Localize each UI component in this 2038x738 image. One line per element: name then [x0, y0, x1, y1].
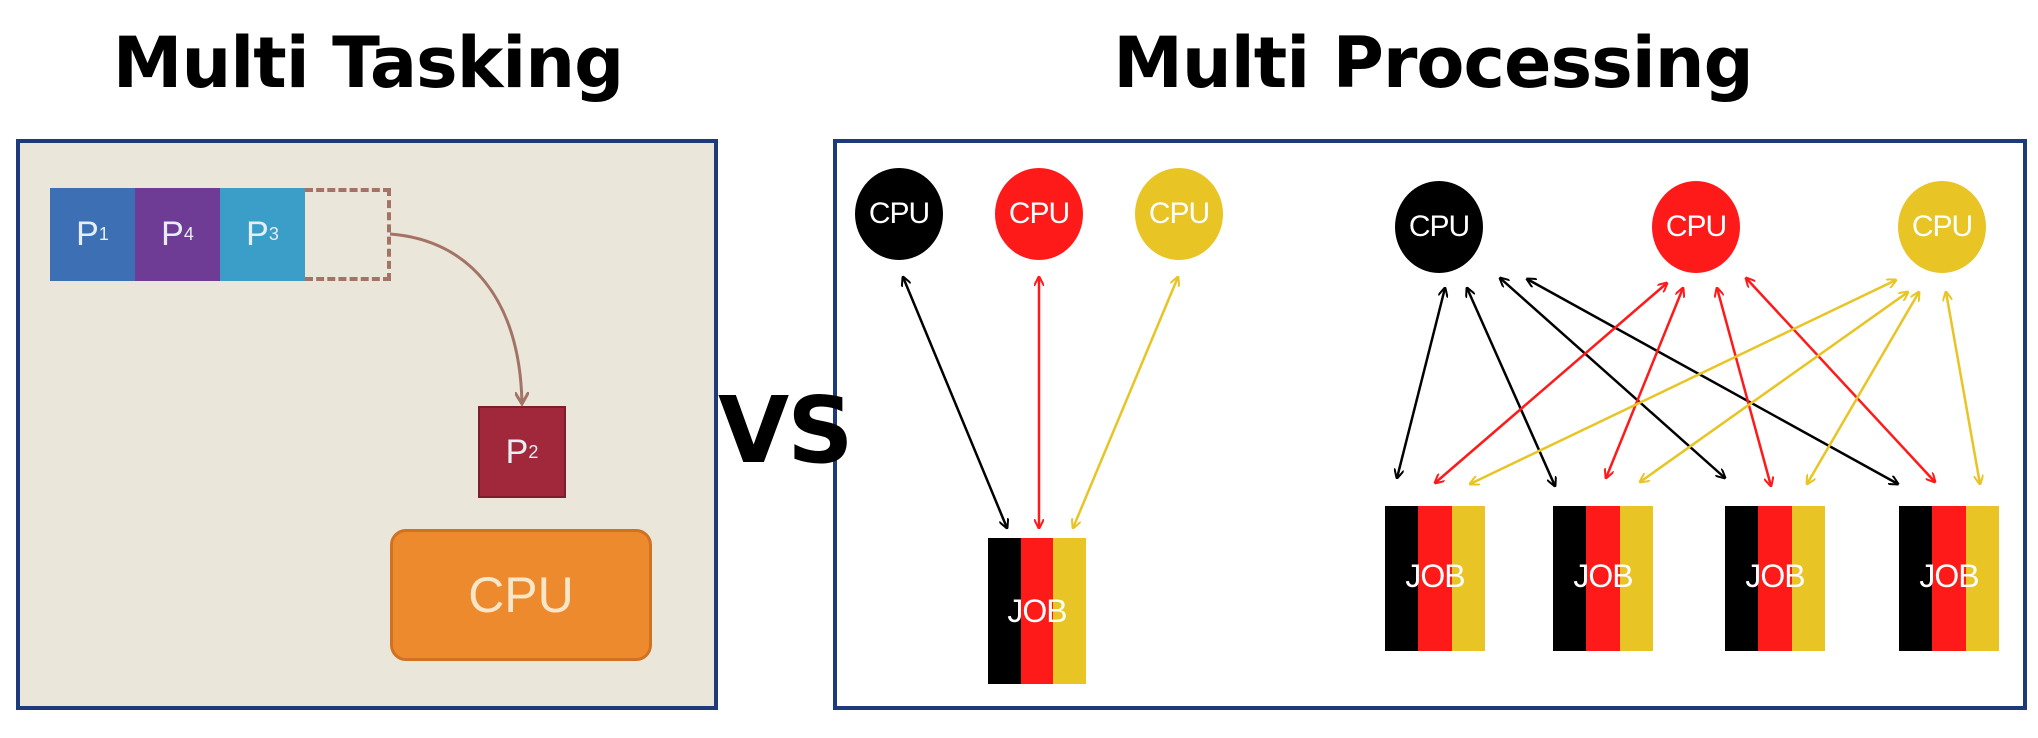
job-stripe — [1758, 506, 1792, 651]
cpu-job-arrow-black — [1397, 288, 1445, 478]
cpu-job-arrow-red — [1435, 283, 1667, 483]
process-name: P — [161, 215, 184, 253]
cpu-box: CPU — [390, 529, 652, 661]
job-label: JOB — [1573, 558, 1633, 594]
job-stripe — [1725, 506, 1759, 651]
vs-label: VS — [718, 377, 853, 484]
cpu-circle-yellow: CPU — [1135, 168, 1223, 260]
job-stripe — [1965, 506, 1999, 651]
job-block: JOB — [1725, 506, 1825, 651]
process-index: 1 — [98, 224, 109, 244]
job-stripe — [1619, 506, 1653, 651]
cpu-job-arrow-yellow — [1807, 292, 1919, 484]
job-stripe — [1418, 506, 1452, 651]
cpu-job-arrow-yellow — [1073, 277, 1178, 528]
job-stripe — [1899, 506, 1933, 651]
process-name: P — [505, 432, 529, 471]
process-name: P — [246, 215, 269, 253]
cpu-circle-yellow: CPU — [1898, 181, 1986, 273]
cpu-job-arrow-yellow — [1640, 292, 1908, 482]
empty-queue-slot — [305, 188, 391, 281]
cpu-circle-red: CPU — [995, 168, 1083, 260]
schedule-arrow — [389, 232, 522, 404]
cpu-job-arrow-black — [903, 277, 1007, 528]
job-block: JOB — [1553, 506, 1653, 651]
job-label: JOB — [1405, 558, 1465, 594]
job-block: JOB — [988, 538, 1087, 684]
job-label: JOB — [1919, 558, 1979, 594]
job-block: JOB — [1899, 506, 1999, 651]
process-index: 3 — [268, 224, 279, 244]
job-stripe — [1553, 506, 1587, 651]
job-label: JOB — [1007, 593, 1067, 629]
process-name: P — [76, 215, 99, 253]
process-index: 2 — [528, 441, 539, 462]
job-stripe — [1020, 538, 1054, 684]
job-stripe — [988, 538, 1021, 684]
cpu-circle-black: CPU — [1395, 181, 1483, 273]
cpu-circle-black: CPU — [855, 168, 943, 260]
cpu-job-arrow-yellow — [1470, 280, 1896, 484]
job-stripe — [1451, 506, 1485, 651]
cpu-circle-red: CPU — [1652, 181, 1740, 273]
multi-processing-title: Multi Processing — [1113, 22, 1753, 104]
cpu-job-arrow-red — [1717, 288, 1771, 486]
job-stripe — [1586, 506, 1620, 651]
job-label: JOB — [1745, 558, 1805, 594]
job-stripe — [1932, 506, 1966, 651]
job-stripe — [1791, 506, 1825, 651]
job-stripe — [1385, 506, 1419, 651]
job-block: JOB — [1385, 506, 1485, 651]
process-index: 4 — [183, 224, 194, 244]
multi-tasking-title: Multi Tasking — [112, 22, 624, 104]
cpu-job-arrow-black — [1467, 288, 1555, 486]
job-stripe — [1053, 538, 1087, 684]
cpu-job-arrow-yellow — [1946, 292, 1980, 484]
